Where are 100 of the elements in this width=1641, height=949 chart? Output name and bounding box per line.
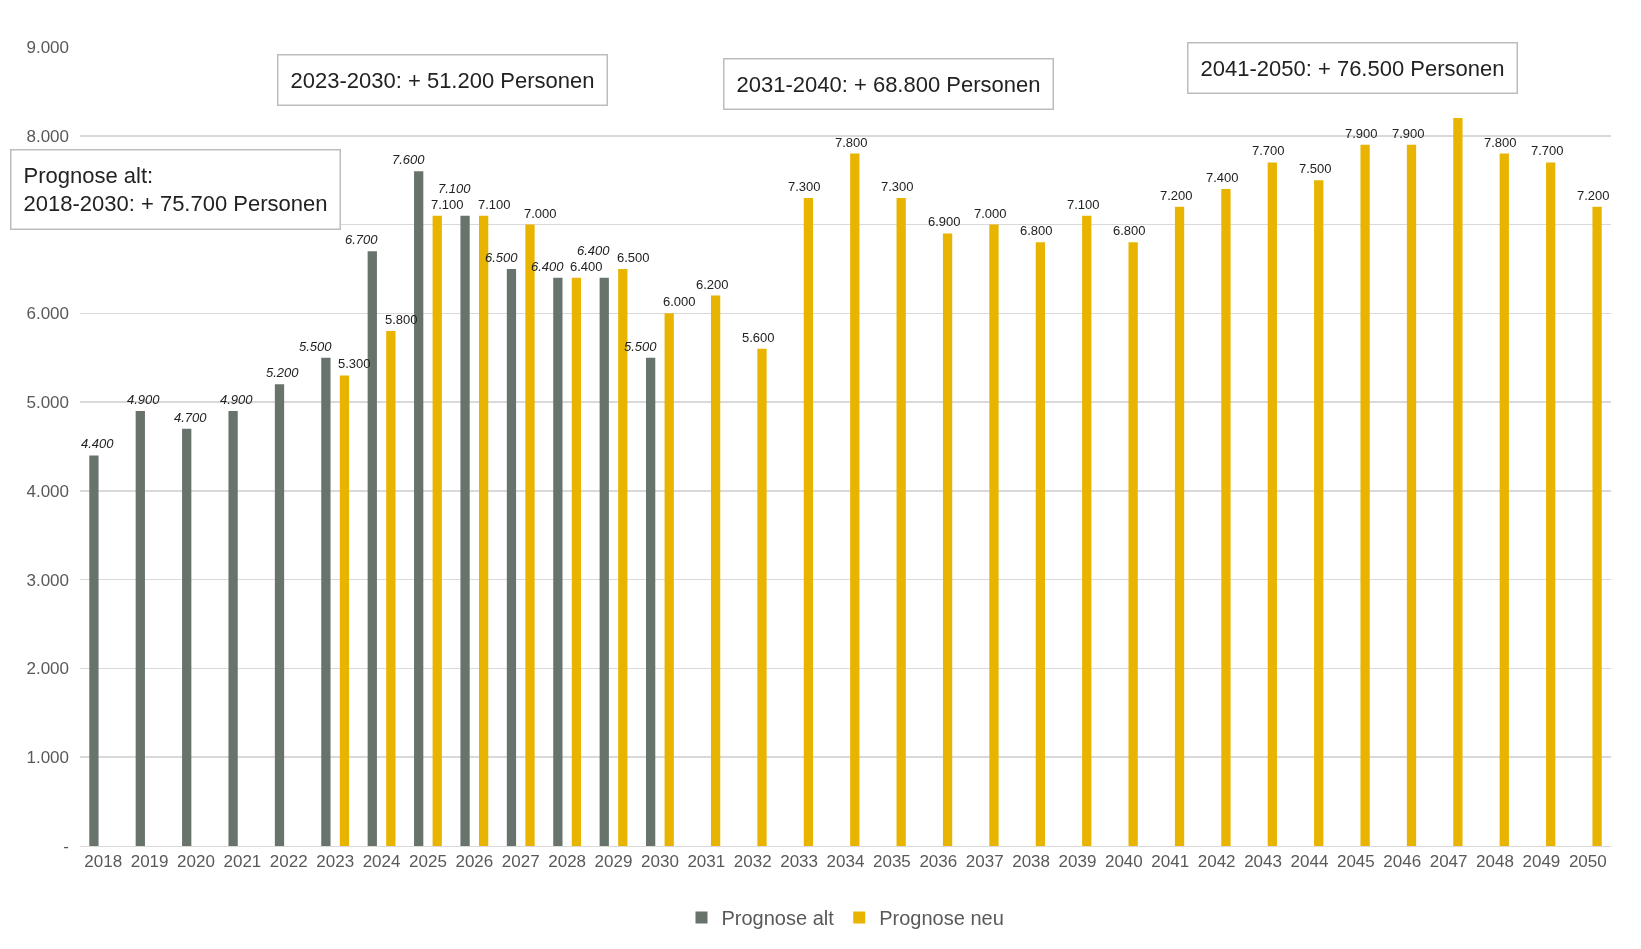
x-tick-label: 2022: [269, 852, 308, 872]
data-label: 4.700: [174, 410, 208, 425]
bar: [757, 348, 767, 846]
bar: [1360, 144, 1370, 846]
data-label: 7.200: [1160, 188, 1193, 203]
x-tick-label: 2020: [177, 852, 215, 872]
data-label: 6.500: [617, 250, 650, 265]
x-tick-label: 2049: [1522, 852, 1561, 872]
bar: [228, 410, 238, 846]
bar: [432, 215, 442, 846]
y-tick-label: 3.000: [26, 570, 69, 590]
y-tick-label: 4.000: [26, 481, 69, 501]
x-tick-label: 2032: [733, 852, 772, 872]
bar: [989, 224, 999, 846]
bar: [850, 153, 860, 846]
legend-label: Prognose neu: [879, 907, 1004, 930]
x-tick-label: 2018: [84, 852, 123, 872]
data-label: 7.100: [1067, 197, 1100, 212]
data-label: 7.300: [881, 179, 914, 194]
x-tick-label: 2030: [641, 852, 679, 872]
x-tick-label: 2035: [872, 852, 911, 872]
bar: [553, 277, 563, 846]
bar: [1128, 242, 1138, 846]
x-tick-label: 2045: [1336, 852, 1375, 872]
x-tick-label: 2039: [1058, 852, 1097, 872]
x-tick-label: 2025: [409, 852, 447, 872]
annotation: 2031-2040: + 68.800 Personen: [736, 71, 1041, 97]
bar: [710, 295, 721, 846]
x-tick-label: 2043: [1244, 852, 1282, 872]
data-label: 5.500: [299, 339, 333, 354]
bar: [1082, 215, 1092, 846]
x-tick-label: 2019: [130, 852, 169, 872]
y-tick-label: 1.000: [26, 748, 69, 768]
x-tick-label: 2048: [1476, 852, 1514, 872]
data-label: 6.900: [928, 214, 961, 229]
annotation: 2023-2030: + 51.200 Personen: [290, 67, 595, 93]
bar: [942, 233, 953, 846]
data-label: 6.800: [1113, 223, 1146, 238]
x-tick-label: 2033: [780, 852, 819, 872]
bar: [1453, 118, 1463, 846]
data-label: 7.700: [1531, 143, 1564, 158]
bar: [664, 313, 674, 846]
bar: [321, 357, 331, 846]
x-tick-label: 2027: [501, 852, 540, 872]
data-label: 7.300: [788, 179, 821, 194]
data-label: 5.200: [266, 365, 300, 380]
bar: [1314, 180, 1324, 846]
bar: [1406, 144, 1417, 846]
data-label: 7.900: [1345, 126, 1378, 141]
data-label: 4.400: [81, 436, 115, 451]
bar: [386, 331, 396, 846]
data-label: 5.600: [742, 330, 775, 345]
data-label: 6.700: [345, 232, 379, 247]
annotation: Prognose alt: 2018-2030: + 75.700 Personen: [23, 162, 328, 217]
bar: [599, 277, 609, 846]
y-tick-label: 5.000: [26, 393, 69, 413]
data-label: 7.000: [524, 206, 557, 221]
y-tick-label: 8.000: [26, 126, 69, 146]
annotation: 2041-2050: + 76.500 Personen: [1200, 55, 1505, 81]
bar: [896, 197, 906, 846]
x-tick-label: 2029: [594, 852, 633, 872]
bar: [1267, 162, 1277, 846]
x-tick-label: 2036: [919, 852, 958, 872]
data-label: 7.500: [1299, 161, 1332, 176]
data-label: 6.200: [696, 277, 729, 292]
x-tick-label: 2021: [223, 852, 262, 872]
bar: [646, 357, 656, 846]
data-label: 6.000: [663, 294, 696, 309]
x-tick-label: 2047: [1429, 852, 1468, 872]
bar: [339, 375, 350, 846]
data-label: 7.800: [1484, 135, 1517, 150]
data-label: 7.100: [438, 181, 472, 196]
x-tick-label: 2044: [1290, 852, 1329, 872]
bar: [803, 197, 814, 846]
y-tick-label: -: [63, 836, 69, 856]
bar: [1174, 206, 1185, 846]
x-tick-label: 2034: [826, 852, 865, 872]
x-tick-label: 2038: [1012, 852, 1050, 872]
x-tick-label: 2026: [455, 852, 494, 872]
x-tick-label: 2031: [687, 852, 726, 872]
x-tick-label: 2028: [548, 852, 587, 872]
bar: [506, 268, 517, 846]
y-tick-label: 6.000: [26, 304, 69, 324]
bar: [274, 384, 285, 846]
x-tick-label: 2046: [1383, 852, 1422, 872]
x-tick-label: 2050: [1568, 852, 1607, 872]
x-tick-label: 2040: [1104, 852, 1143, 872]
x-tick-label: 2023: [316, 852, 355, 872]
x-tick-label: 2024: [362, 852, 401, 872]
data-label: 7.900: [1392, 126, 1425, 141]
y-tick-label: 2.000: [26, 659, 69, 679]
data-label: 7.600: [392, 152, 426, 167]
bar: [89, 455, 99, 846]
bar: [460, 215, 470, 846]
data-label: 7.100: [478, 197, 511, 212]
data-label: 7.000: [974, 206, 1007, 221]
data-label: 7.400: [1206, 170, 1239, 185]
data-label: 7.100: [431, 197, 464, 212]
data-label: 7.700: [1252, 143, 1285, 158]
y-tick-label: 9.000: [26, 37, 69, 57]
